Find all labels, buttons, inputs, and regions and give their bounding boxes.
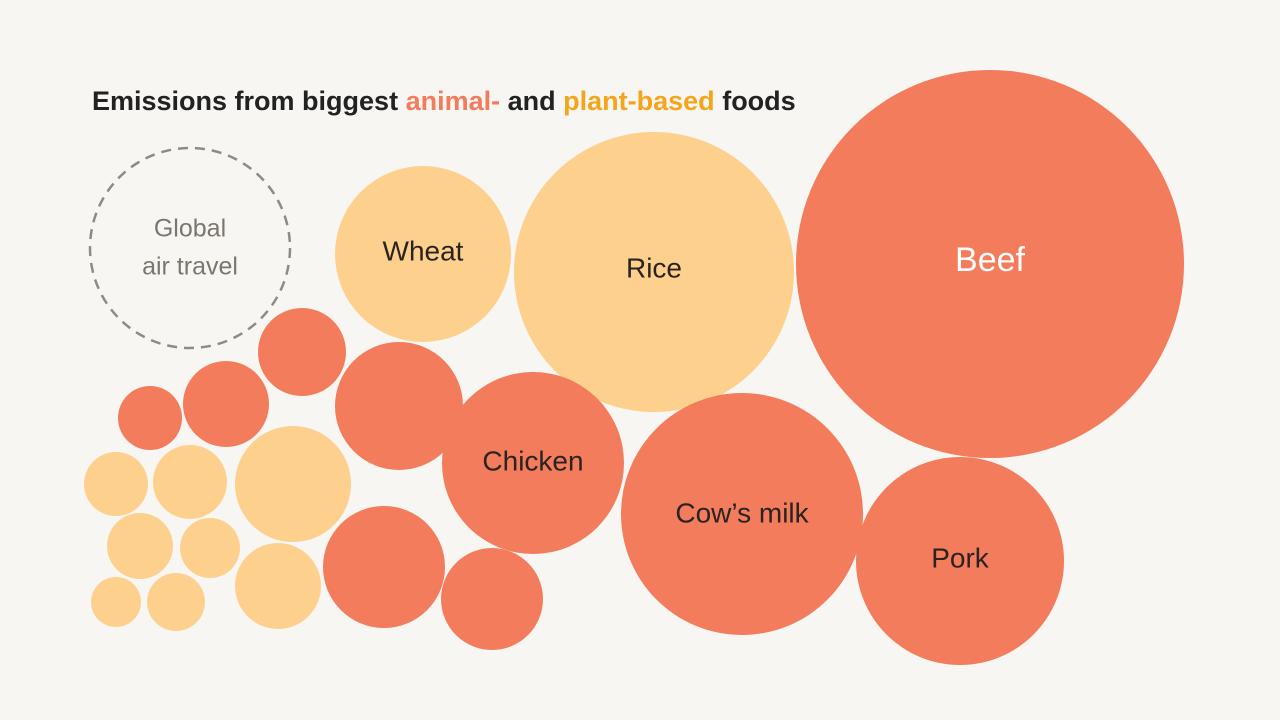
title: Emissions from biggest animal- and plant… [92,86,796,116]
title-part: Emissions from biggest [92,86,398,116]
bubble [441,548,543,650]
bubble [796,70,1184,458]
reference-circle [88,146,292,350]
bubble [335,342,463,470]
bubble [118,386,182,450]
bubble-label: Rice [626,252,682,283]
bubble [856,457,1064,665]
bubble [180,518,240,578]
bubble-label: Wheat [383,235,464,266]
bubble-label: Chicken [482,445,583,476]
bubble [335,166,511,342]
bubble [153,445,227,519]
bubble [235,543,321,629]
bubble [514,132,794,412]
bubble [323,506,445,628]
title-part: foods [722,86,796,116]
bubble [147,573,205,631]
bubble [107,513,173,579]
bubble [84,452,148,516]
bubble [621,393,863,635]
bubble-label: Cow’s milk [675,497,809,528]
bubble [235,426,351,542]
title-part: and [508,86,556,116]
bubble [442,372,624,554]
title-animal: animal- [406,86,501,116]
reference-label: air travel [142,253,238,281]
bubble [258,308,346,396]
bubble [183,361,269,447]
bubble [91,577,141,627]
bubble-label: Beef [955,241,1025,279]
title-plant: plant-based [563,86,715,116]
reference-label: Global [154,215,226,243]
bubble-label: Pork [931,542,990,573]
